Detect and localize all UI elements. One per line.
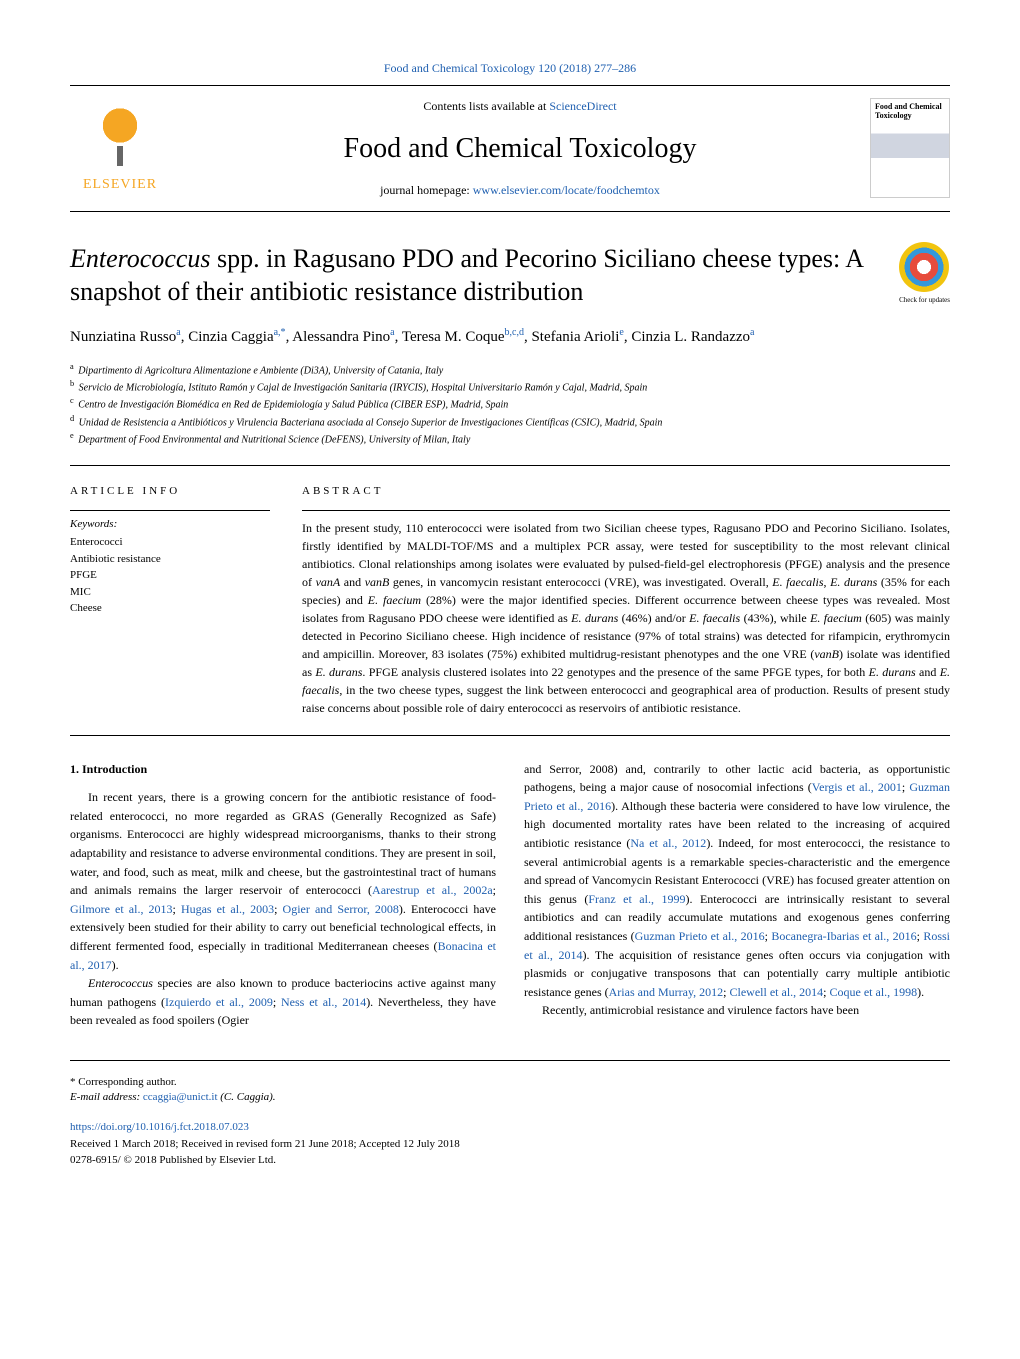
citation-link[interactable]: Arias and Murray, 2012 [609, 985, 724, 999]
corresponding-author: * Corresponding author. [70, 1075, 950, 1090]
title-italic: Enterococcus [70, 244, 211, 273]
author: Stefania Ariolie [531, 329, 623, 345]
check-updates-label: Check for updates [899, 296, 950, 306]
keywords-label: Keywords: [70, 510, 270, 532]
authors-list: Nunziatina Russoa, Cinzia Caggiaa,*, Ale… [70, 325, 950, 349]
intro-p1: In recent years, there is a growing conc… [70, 788, 496, 974]
article-info-col: ARTICLE INFO Keywords: EnterococciAntibi… [70, 484, 270, 716]
citation-link[interactable]: Aarestrup et al., 2002a [372, 883, 493, 897]
citation-link[interactable]: Ness et al., 2014 [281, 995, 366, 1009]
citation-link[interactable]: Guzman Prieto et al., 2016 [635, 929, 765, 943]
affiliations-list: a Dipartimento di Agricoltura Alimentazi… [70, 361, 950, 448]
author-sup: e [619, 327, 623, 338]
intro-p2: Enterococcus species are also known to p… [70, 974, 496, 1030]
email-label: E-mail address: [70, 1091, 143, 1103]
citation-link[interactable]: Coque et al., 1998 [830, 985, 918, 999]
article-info-label: ARTICLE INFO [70, 484, 270, 499]
email-line: E-mail address: ccaggia@unict.it (C. Cag… [70, 1090, 950, 1105]
affiliation: e Department of Food Environmental and N… [70, 430, 950, 447]
author-sup: a [390, 327, 394, 338]
intro-heading: 1. Introduction [70, 760, 496, 779]
dates-line: Received 1 March 2018; Received in revis… [70, 1137, 950, 1152]
citation-link[interactable]: Bonacina et al., 2017 [70, 939, 496, 972]
author: Teresa M. Coqueb,c,d [402, 329, 524, 345]
journal-citation[interactable]: Food and Chemical Toxicology 120 (2018) … [70, 60, 950, 77]
contents-line: Contents lists available at ScienceDirec… [170, 98, 870, 115]
citation-link[interactable]: Gilmore et al., 2013 [70, 902, 173, 916]
email-link[interactable]: ccaggia@unict.it [143, 1091, 218, 1103]
check-updates-container[interactable]: Check for updates [899, 242, 950, 306]
abstract-text: In the present study, 110 enterococci we… [302, 510, 950, 717]
elsevier-tree-icon [85, 101, 155, 171]
article-title: Enterococcus spp. in Ragusano PDO and Pe… [70, 242, 899, 310]
abstract-col: ABSTRACT In the present study, 110 enter… [302, 484, 950, 716]
publisher-logo: ELSEVIER [70, 101, 170, 195]
citation-link[interactable]: Izquierdo et al., 2009 [165, 995, 273, 1009]
intro-p3: and Serror, 2008) and, contrarily to oth… [524, 760, 950, 1002]
citation-link[interactable]: Na et al., 2012 [630, 836, 706, 850]
author: Alessandra Pinoa [292, 329, 394, 345]
header-center: Contents lists available at ScienceDirec… [170, 98, 870, 199]
keyword: MIC [70, 584, 270, 601]
keyword: Enterococci [70, 534, 270, 551]
intro-p4: Recently, antimicrobial resistance and v… [524, 1001, 950, 1020]
abstract-label: ABSTRACT [302, 484, 950, 499]
check-updates-icon[interactable] [899, 242, 949, 292]
homepage-prefix: journal homepage: [380, 183, 473, 197]
citation-link[interactable]: Franz et al., 1999 [588, 892, 685, 906]
keyword: Cheese [70, 600, 270, 617]
author-sup: b,c,d [505, 327, 524, 338]
journal-header: ELSEVIER Contents lists available at Sci… [70, 85, 950, 212]
author-sup: a [176, 327, 180, 338]
citation-link[interactable]: Ogier and Serror, 2008 [283, 902, 399, 916]
author-sup: a,* [274, 327, 286, 338]
citation-link[interactable]: Bocanegra-Ibarias et al., 2016 [771, 929, 916, 943]
contents-prefix: Contents lists available at [423, 99, 549, 113]
affiliation: a Dipartimento di Agricoltura Alimentazi… [70, 361, 950, 378]
affiliation: b Servicio de Microbiología, Istituto Ra… [70, 378, 950, 395]
journal-cover-icon: Food and Chemical Toxicology [870, 98, 950, 198]
keyword: Antibiotic resistance [70, 551, 270, 568]
copyright-line: 0278-6915/ © 2018 Published by Elsevier … [70, 1153, 950, 1168]
affiliation: d Unidad de Resistencia a Antibióticos y… [70, 413, 950, 430]
author: Nunziatina Russoa [70, 329, 181, 345]
cover-text: Food and Chemical Toxicology [875, 103, 945, 121]
email-suffix: (C. Caggia). [218, 1091, 276, 1103]
citation-link[interactable]: Clewell et al., 2014 [730, 985, 824, 999]
author-sup: a [750, 327, 754, 338]
body-col-left: 1. Introduction In recent years, there i… [70, 760, 496, 1030]
journal-homepage: journal homepage: www.elsevier.com/locat… [170, 182, 870, 199]
citation-link[interactable]: Hugas et al., 2003 [181, 902, 274, 916]
homepage-link[interactable]: www.elsevier.com/locate/foodchemtox [473, 183, 660, 197]
affiliation: c Centro de Investigación Biomédica en R… [70, 395, 950, 412]
sciencedirect-link[interactable]: ScienceDirect [549, 99, 616, 113]
journal-title: Food and Chemical Toxicology [170, 129, 870, 168]
footer: * Corresponding author. E-mail address: … [70, 1060, 950, 1168]
body-col-right: and Serror, 2008) and, contrarily to oth… [524, 760, 950, 1030]
publisher-name: ELSEVIER [70, 175, 170, 195]
author: Cinzia Caggiaa,* [188, 329, 285, 345]
body-columns: 1. Introduction In recent years, there i… [70, 760, 950, 1030]
info-abstract-section: ARTICLE INFO Keywords: EnterococciAntibi… [70, 465, 950, 735]
citation-link[interactable]: Vergis et al., 2001 [812, 780, 902, 794]
title-row: Enterococcus spp. in Ragusano PDO and Pe… [70, 242, 950, 310]
keyword: PFGE [70, 567, 270, 584]
doi-link[interactable]: https://doi.org/10.1016/j.fct.2018.07.02… [70, 1121, 249, 1133]
author: Cinzia L. Randazzoa [631, 329, 754, 345]
keywords-list: EnterococciAntibiotic resistancePFGEMICC… [70, 534, 270, 617]
